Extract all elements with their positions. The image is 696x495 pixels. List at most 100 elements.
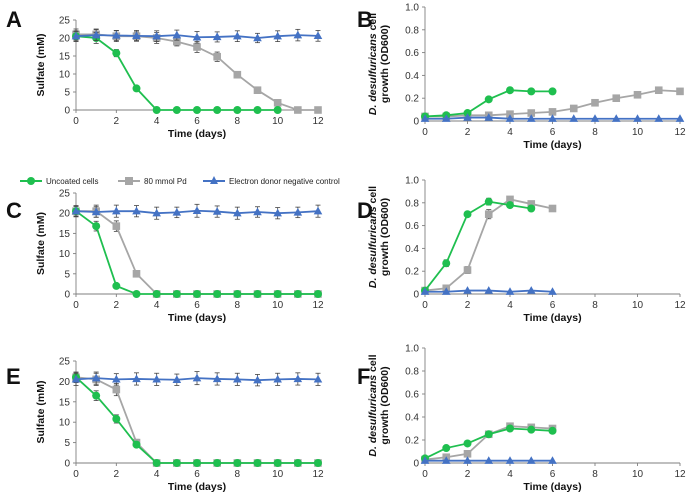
data-point	[506, 110, 514, 118]
data-point	[527, 425, 536, 434]
data-point	[569, 114, 579, 122]
data-point	[132, 440, 141, 449]
x-tick-label: 6	[194, 300, 200, 311]
data-point	[273, 290, 282, 298]
x-tick-label: 6	[550, 127, 556, 138]
x-tick-label: 2	[465, 300, 471, 311]
x-tick-label: 10	[632, 127, 644, 138]
y-tick-label: 0.4	[405, 244, 419, 255]
legend-label: Electron donor negative control	[229, 176, 340, 186]
data-point	[463, 266, 472, 274]
x-tick-label: 0	[73, 469, 79, 480]
data-point	[193, 43, 201, 51]
x-tick-label: 0	[422, 469, 428, 480]
x-tick-label: 6	[550, 300, 556, 311]
data-point	[91, 207, 101, 216]
series-line	[424, 200, 532, 292]
x-tick-label: 10	[632, 469, 644, 480]
data-point	[314, 106, 322, 114]
y-axis-label-species: D. desulfuricans	[367, 33, 379, 115]
data-point	[463, 109, 472, 118]
data-point	[91, 30, 101, 39]
chart-panel-f: F 0 0.2 0.4 0.6 0.8 1.0 0 2 4 6 8 10 12 Time (days) D. …	[357, 344, 686, 494]
y-tick-label: 10	[59, 418, 71, 429]
data-point	[193, 106, 201, 114]
data-point	[611, 114, 621, 122]
data-point	[213, 52, 221, 61]
data-point	[654, 86, 663, 95]
data-point	[548, 287, 557, 295]
x-tick-label: 2	[465, 127, 471, 138]
data-point	[442, 444, 451, 453]
data-point	[506, 86, 514, 95]
y-tick-label: 1.0	[405, 3, 419, 14]
panel-label: E	[6, 364, 21, 389]
y-tick-label: 5	[64, 438, 70, 449]
series-uncoated-cells	[421, 197, 536, 295]
legend-line	[118, 177, 140, 185]
data-point	[506, 201, 514, 210]
series-electron-donor-negative-control	[71, 28, 323, 44]
data-point	[526, 114, 536, 122]
x-axis-label: Time (days)	[168, 312, 226, 324]
data-point	[293, 374, 303, 383]
data-point	[192, 206, 202, 214]
chart-panel-d: D 0 0.2 0.4 0.6 0.8 1.0 0 2 4 6 8 10 12 Time (days) D. …	[357, 176, 686, 325]
y-tick-label: 0.4	[405, 413, 419, 424]
x-tick-label: 4	[154, 300, 160, 311]
legend-triangle-marker	[210, 176, 218, 184]
y-axis-label-line-1: D. desulfuricans cell	[367, 354, 379, 456]
series-uncoated-cells	[72, 205, 322, 298]
data-point	[675, 114, 685, 122]
data-point	[548, 87, 557, 96]
series-electron-donor-negative-control	[420, 456, 557, 464]
y-axis-label-species: D. desulfuricans	[367, 375, 379, 457]
x-tick-label: 0	[73, 300, 79, 311]
y-tick-label: 10	[59, 249, 71, 260]
x-tick-label: 12	[312, 300, 324, 311]
data-point	[213, 106, 222, 114]
y-axis-label-rest: cell	[367, 13, 379, 34]
y-tick-label: 0.2	[405, 94, 419, 105]
data-point	[548, 114, 557, 122]
data-point	[132, 290, 141, 298]
x-tick-label: 2	[465, 469, 471, 480]
x-axis-label: Time (days)	[523, 481, 581, 493]
data-point	[633, 114, 642, 122]
data-point	[527, 87, 536, 96]
data-point	[112, 49, 121, 58]
data-point	[273, 208, 282, 217]
data-point	[314, 459, 322, 467]
y-axis-label-rest: cell	[367, 186, 379, 207]
y-tick-label: 15	[59, 229, 71, 240]
legend-circle-marker	[27, 177, 35, 185]
data-point	[132, 84, 141, 93]
data-point	[293, 459, 302, 467]
legend-line	[203, 176, 225, 184]
data-point	[233, 459, 242, 467]
data-point	[505, 287, 515, 295]
data-point	[548, 456, 557, 464]
y-tick-label: 10	[59, 70, 71, 81]
y-tick-label: 1.0	[405, 344, 419, 355]
data-point	[253, 106, 262, 114]
y-tick-label: 0	[64, 290, 70, 301]
y-tick-label: 20	[59, 34, 71, 45]
y-tick-label: 0.6	[405, 390, 419, 401]
chart-panel-e: E 0 5 10 15 20 25 0 2 4 6 8 10 12 Time (days) Sulfate (…	[6, 357, 324, 494]
panel-label: D	[357, 198, 373, 223]
data-point	[253, 207, 262, 216]
x-tick-label: 10	[632, 300, 644, 311]
y-axis-label-line-1: D. desulfuricans cell	[367, 186, 379, 288]
chart-panel-b: B 0 0.2 0.4 0.6 0.8 1.0 0 2 4 6 8 10 12 Time (days) D. …	[357, 3, 686, 152]
data-point	[192, 373, 202, 382]
x-tick-label: 12	[674, 300, 686, 311]
y-axis-label-rest: cell	[367, 354, 379, 375]
x-tick-label: 12	[674, 469, 686, 480]
data-point	[152, 106, 161, 114]
series-80-mmol-pd	[72, 204, 322, 298]
x-tick-label: 6	[550, 469, 556, 480]
y-tick-label: 5	[64, 269, 70, 280]
data-point	[527, 200, 536, 208]
data-point	[112, 414, 121, 423]
